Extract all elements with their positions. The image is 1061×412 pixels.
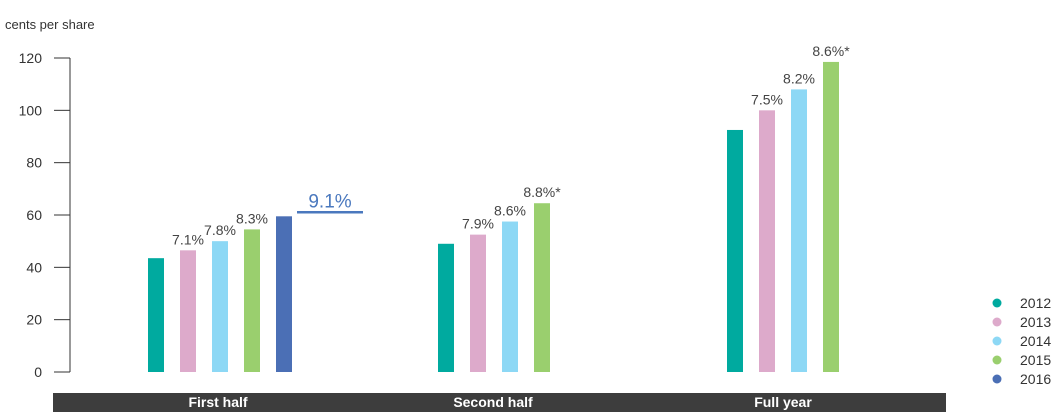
category-band	[53, 393, 946, 412]
bar-2014-first-half	[212, 241, 228, 372]
legend-label: 2014	[1020, 333, 1051, 349]
y-tick-label: 20	[26, 312, 42, 328]
legend-swatch	[992, 336, 1002, 346]
data-label: 8.3%	[236, 210, 268, 226]
legend-label: 2013	[1020, 314, 1051, 330]
y-tick-label: 100	[19, 102, 43, 118]
bar-2015-full-year	[823, 61, 839, 373]
bar-2012-second-half	[438, 243, 454, 372]
bar-group	[148, 61, 839, 373]
bar-2012-full-year	[727, 129, 743, 372]
y-axis-ticks: 0 20 40 60 80 100 120	[19, 50, 70, 380]
y-tick-label: 40	[26, 259, 42, 275]
bar-2013-first-half	[180, 250, 196, 372]
legend-label: 2012	[1020, 295, 1051, 311]
bar-2016-first-half	[276, 216, 292, 372]
y-tick-label: 80	[26, 155, 42, 171]
category-label: Full year	[754, 394, 812, 410]
bar-2014-full-year	[791, 89, 807, 373]
annotation-label: 9.1%	[308, 191, 351, 212]
category-label: First half	[188, 394, 247, 410]
data-label: 8.8%*	[523, 184, 561, 200]
legend-swatch	[992, 298, 1002, 308]
data-label: 7.5%	[751, 91, 783, 107]
data-label: 7.1%	[172, 231, 204, 247]
data-label: 7.9%	[462, 216, 494, 232]
category-labels: First half Second half Full year	[188, 394, 812, 410]
bar-2015-first-half	[244, 229, 260, 372]
legend-label: 2016	[1020, 371, 1051, 387]
y-tick-label: 120	[19, 50, 43, 66]
data-label: 7.8%	[204, 222, 236, 238]
legend: 2012 2013 2014 2015 2016	[992, 295, 1051, 387]
bar-2013-full-year	[759, 110, 775, 372]
data-label: 8.6%	[494, 203, 526, 219]
data-label: 8.2%	[783, 70, 815, 86]
legend-swatch	[992, 355, 1002, 365]
y-tick-label: 0	[34, 364, 42, 380]
bar-2014-second-half	[502, 221, 518, 372]
bar-2013-second-half	[470, 234, 486, 372]
legend-swatch	[992, 374, 1002, 384]
legend-swatch	[992, 317, 1002, 327]
data-label: 8.6%*	[812, 43, 850, 59]
legend-label: 2015	[1020, 352, 1051, 368]
bar-2012-first-half	[148, 258, 164, 372]
y-axis-unit-label: cents per share	[5, 17, 95, 32]
annotations: 9.1%	[297, 191, 363, 214]
y-tick-label: 60	[26, 207, 42, 223]
bar-2015-second-half	[534, 203, 550, 372]
category-label: Second half	[453, 394, 533, 410]
data-labels: 7.1%7.8%8.3% 7.9%8.6% 8.8%* 7.5%8.2% 8.6%*	[172, 43, 850, 247]
